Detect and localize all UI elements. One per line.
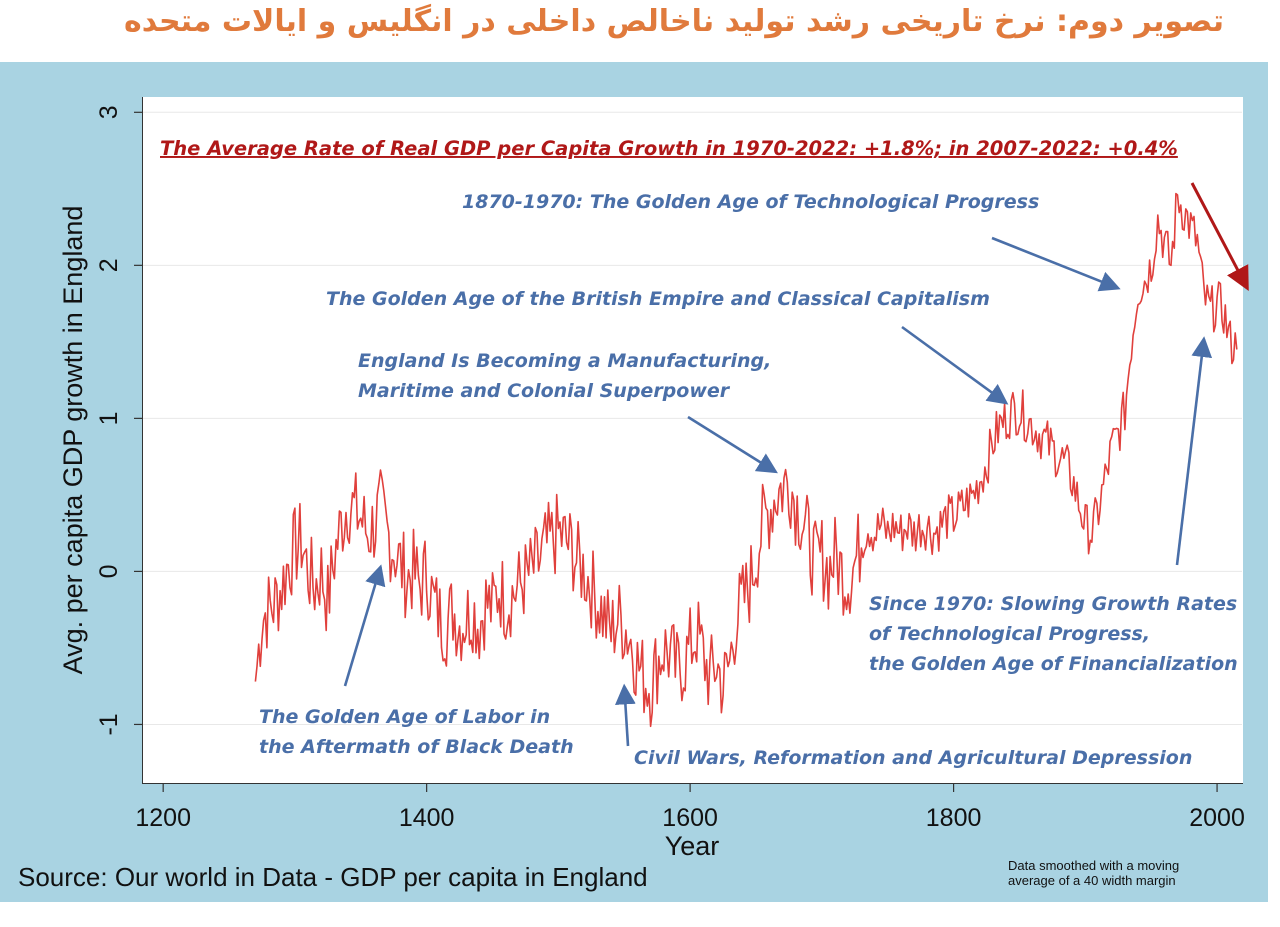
x-tick-label: 1800	[926, 804, 982, 832]
smoothing-note: Data smoothed with a moving average of a…	[1008, 858, 1268, 888]
x-tick-label: 1600	[662, 804, 718, 832]
source-note: Source: Our world in Data - GDP per capi…	[18, 862, 648, 892]
x-tick-label: 1200	[135, 804, 191, 832]
annotation-arrow	[343, 564, 386, 687]
y-tick-label: 2	[95, 258, 123, 272]
annotation-text: The Golden Age of the British Empire and…	[326, 288, 990, 310]
annotation-arrow	[687, 415, 778, 474]
x-tick-label: 2000	[1189, 804, 1245, 832]
annotation-text: Maritime and Colonial Superpower	[358, 380, 731, 402]
annotation-arrow	[615, 683, 636, 747]
y-tick-label: 1	[95, 411, 123, 425]
x-axis-title: Year	[665, 831, 720, 861]
y-tick-label: 3	[95, 105, 123, 119]
annotation-civil-wars: Civil Wars, Reformation and Agricultural…	[615, 683, 1192, 769]
annotation-text: Civil Wars, Reformation and Agricultural…	[634, 747, 1192, 769]
plot-area	[142, 97, 1243, 784]
annotation-since-1970: Since 1970: Slowing Growth Rates of Techn…	[869, 336, 1238, 675]
annotation-text: England Is Becoming a Manufacturing,	[358, 350, 771, 372]
series-layer	[254, 192, 1238, 728]
y-axis-title: Avg. per capita GDP growth in England	[58, 206, 88, 675]
annotation-arrow	[1175, 336, 1213, 566]
annotation-manufacturing: England Is Becoming a Manufacturing, Mari…	[358, 350, 778, 474]
chart-title: The Average Rate of Real GDP per Capita …	[160, 137, 1178, 160]
annotation-text: the Aftermath of Black Death	[259, 736, 574, 758]
annotation-layer: 1870-1970: The Golden Age of Technologic…	[259, 182, 1249, 769]
annotation-labor: The Golden Age of Labor in the Aftermath …	[259, 564, 574, 758]
y-tick-label: -1	[95, 713, 123, 735]
x-tick-label: 1400	[399, 804, 455, 832]
annotation-text: 1870-1970: The Golden Age of Technologic…	[462, 191, 1039, 213]
y-tick-label: 0	[95, 564, 123, 578]
annotation-arrow	[901, 325, 1009, 405]
annotation-text: of Technological Progress,	[869, 623, 1150, 645]
annotation-text: The Golden Age of Labor in	[259, 706, 550, 728]
annotation-british-empire: The Golden Age of the British Empire and…	[326, 288, 1009, 405]
annotation-golden-age-tech: 1870-1970: The Golden Age of Technologic…	[462, 191, 1121, 292]
annotation-text: the Golden Age of Financialization	[869, 653, 1238, 675]
smoothing-note-line-2: average of a 40 width margin	[1008, 873, 1176, 888]
page-title: تصویر دوم: نرخ تاریخی رشد تولید ناخالص د…	[123, 4, 1224, 39]
annotation-decline	[1190, 182, 1249, 291]
annotation-arrow	[991, 236, 1121, 292]
smoothing-note-line-1: Data smoothed with a moving	[1008, 858, 1180, 873]
gdp-growth-series-line	[254, 192, 1238, 728]
annotation-text: Since 1970: Slowing Growth Rates	[869, 593, 1237, 615]
axis-layer: -1 0 1 2 3 1200 1400 1600 1800 2000	[95, 105, 1245, 832]
annotation-arrow	[1190, 182, 1249, 291]
